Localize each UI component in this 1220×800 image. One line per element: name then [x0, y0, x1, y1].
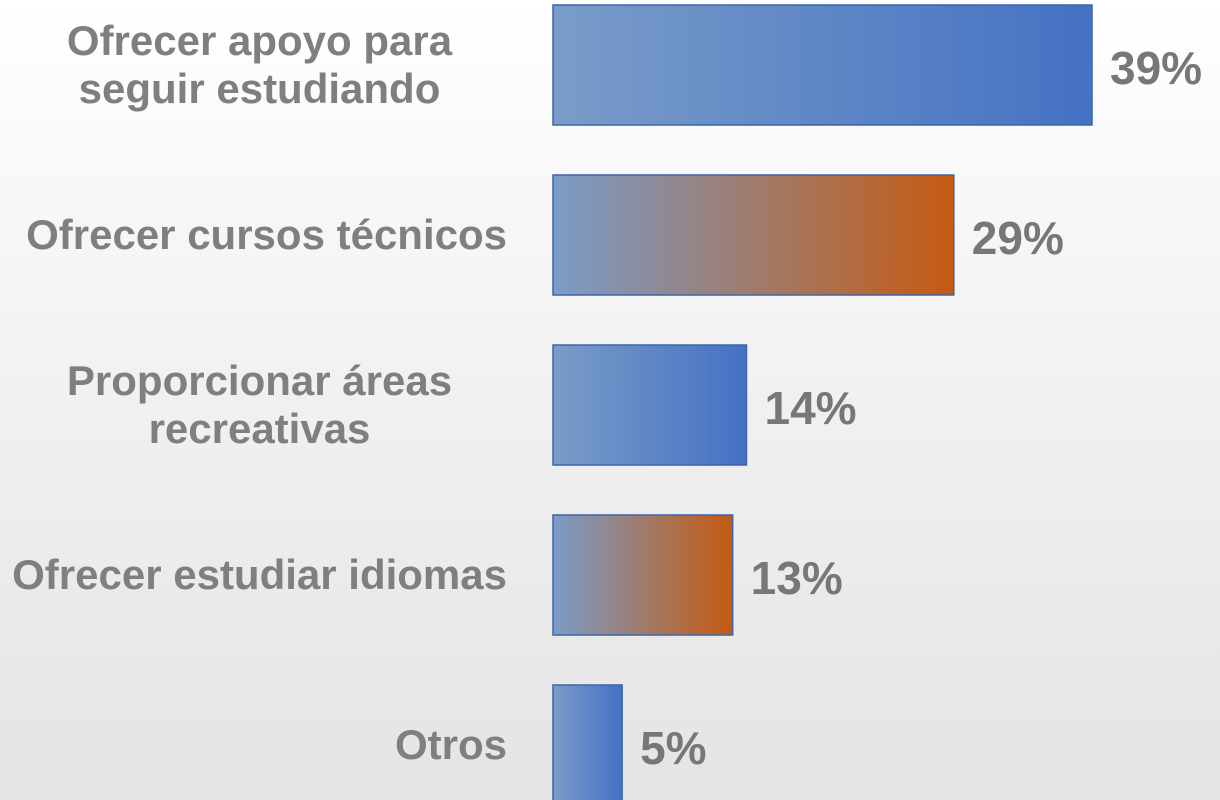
value-label: 13%: [750, 552, 843, 604]
category-label: Ofrecer estudiar idiomas: [12, 551, 507, 598]
category-label: Otros: [394, 721, 507, 768]
category-label: Ofrecer apoyo para seguir estudiando: [66, 17, 453, 112]
category-label: Ofrecer cursos técnicos: [26, 211, 507, 258]
value-label: 14%: [764, 382, 857, 434]
bar: [552, 684, 623, 800]
value-label: 5%: [640, 722, 707, 774]
value-label: 39%: [1110, 42, 1203, 94]
bar: [552, 514, 734, 636]
value-label: 29%: [971, 212, 1064, 264]
bar: [552, 4, 1093, 126]
bar: [552, 344, 748, 466]
category-label: Proporcionar áreas recreativas: [66, 357, 453, 452]
bar: [552, 174, 955, 296]
